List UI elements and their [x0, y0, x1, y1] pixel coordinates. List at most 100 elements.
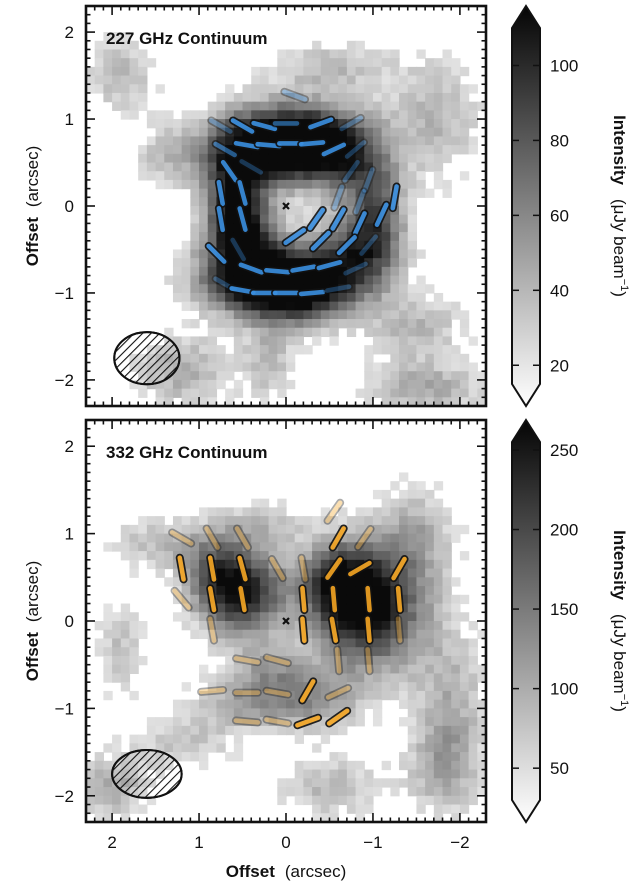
heatmap-cell [286, 284, 296, 294]
heatmap-cell [207, 371, 218, 381]
heatmap-cell [207, 524, 218, 535]
heatmap-cell [259, 397, 270, 406]
heatmap-cell [338, 58, 348, 68]
heatmap-cell [268, 647, 278, 657]
heatmap-cell [181, 119, 191, 129]
heatmap-cell [312, 197, 322, 207]
heatmap-cell [346, 101, 357, 111]
heatmap-cell [459, 725, 470, 736]
heatmap-cell [312, 638, 322, 648]
heatmap-cell [216, 232, 226, 242]
heatmap-cell [390, 379, 400, 390]
heatmap-cell [303, 75, 313, 85]
heatmap-cell [338, 682, 348, 692]
heatmap-cell [346, 127, 357, 138]
x-axis-title-bold: Offset [226, 862, 275, 881]
heatmap-cell [303, 232, 313, 242]
heatmap-cell [268, 66, 278, 77]
heatmap-cell [329, 127, 339, 138]
heatmap-cell [155, 84, 165, 94]
heatmap-cell [251, 516, 261, 526]
heatmap-cell [468, 101, 478, 111]
heatmap-cell [172, 734, 183, 744]
heatmap-cell [399, 690, 409, 701]
heatmap-cell [459, 119, 470, 129]
heatmap-cell [381, 84, 391, 94]
heatmap-cell [312, 232, 322, 242]
axis-ticks [86, 6, 486, 406]
heatmap-cell [164, 533, 174, 543]
heatmap-cell [181, 717, 191, 727]
heatmap-cell [251, 249, 261, 259]
vector-fill [207, 616, 217, 643]
heatmap-cell [320, 533, 331, 543]
heatmap-cell [233, 612, 244, 622]
heatmap-cell [372, 84, 383, 94]
heatmap-cell [286, 127, 296, 138]
heatmap-cell [277, 284, 287, 294]
heatmap-cell [329, 516, 339, 526]
heatmap-cell [312, 266, 322, 277]
heatmap-cell [268, 284, 278, 294]
heatmap-cell [338, 284, 348, 294]
heatmap-cell [303, 629, 313, 640]
heatmap-cell [442, 371, 452, 381]
heatmap-cell [277, 708, 287, 718]
polarization-vector [323, 282, 354, 295]
heatmap-cell [190, 725, 200, 736]
heatmap-cell [199, 568, 209, 578]
heatmap-cell [216, 542, 226, 552]
heatmap-cell [459, 101, 470, 111]
heatmap-cell [199, 725, 209, 736]
heatmap-cell [381, 397, 391, 406]
heatmap-cell [303, 760, 313, 771]
heatmap-cell [251, 498, 261, 508]
heatmap-cell [112, 752, 122, 762]
heatmap-cell [199, 516, 209, 526]
heatmap-cell [451, 397, 461, 406]
heatmap-cell [225, 266, 235, 277]
heatmap-cell [459, 743, 470, 753]
beam-outline [111, 749, 183, 799]
heatmap-cell [425, 559, 435, 570]
heatmap-cell [433, 717, 444, 727]
heatmap-cell [459, 690, 470, 701]
heatmap-cell [251, 75, 261, 85]
vector-fill [299, 555, 308, 582]
heatmap-cell [372, 232, 383, 242]
heatmap-cell [399, 292, 409, 303]
heatmap-cell [225, 699, 235, 709]
heatmap-cell [329, 664, 339, 674]
heatmap-cell [442, 310, 452, 320]
heatmap-cell [251, 336, 261, 346]
heatmap-cell [338, 292, 348, 303]
polarization-vector [328, 584, 339, 615]
heatmap-cell [451, 75, 461, 85]
heatmap-cell [233, 240, 244, 251]
heatmap-cell [251, 717, 261, 727]
heatmap-cell [172, 586, 183, 596]
colorbar-tick-label: 250 [550, 441, 578, 460]
heatmap-cell [390, 551, 400, 561]
heatmap-cell [216, 559, 226, 570]
heatmap-cell [294, 664, 304, 674]
heatmap-cell [451, 119, 461, 129]
colorbar-tick-label: 60 [550, 206, 569, 225]
heatmap-cell [346, 804, 357, 814]
heatmap-cell [338, 162, 348, 172]
heatmap-cell [207, 336, 218, 346]
heatmap-cell [320, 682, 331, 692]
heatmap-cell [364, 101, 374, 111]
heatmap-cell [459, 379, 470, 390]
heatmap-cell [390, 577, 400, 587]
heatmap-cell [286, 319, 296, 329]
heatmap-cell [381, 92, 391, 103]
heatmap-cell [477, 664, 486, 674]
heatmap-cell [320, 292, 331, 303]
heatmap-cell [433, 292, 444, 303]
heatmap-cell [216, 621, 226, 631]
heatmap-cell [259, 362, 270, 372]
heatmap-cell [329, 292, 339, 303]
heatmap-cell [242, 101, 252, 111]
heatmap-cell [372, 612, 383, 622]
